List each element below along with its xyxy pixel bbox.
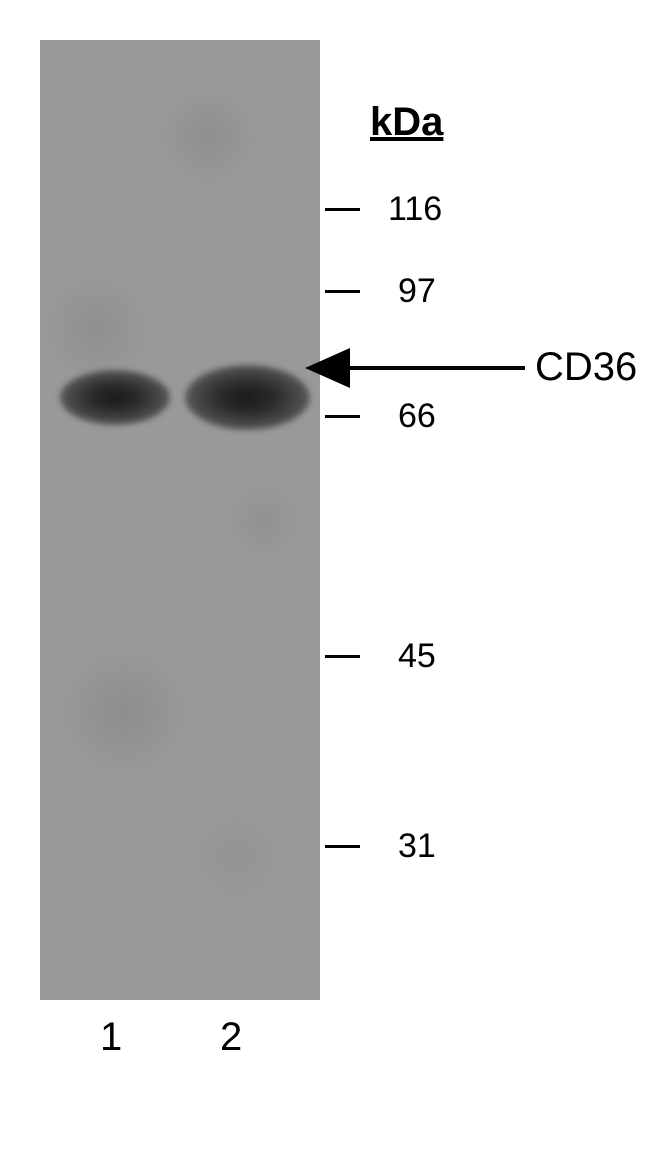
marker-label-31: 31	[398, 827, 436, 866]
marker-label-116: 116	[388, 190, 442, 229]
marker-tick-45	[325, 655, 360, 658]
marker-label-66: 66	[398, 397, 436, 436]
marker-label-45: 45	[398, 637, 436, 676]
protein-name-label: CD36	[535, 345, 637, 390]
marker-tick-66	[325, 415, 360, 418]
protein-arrow-line	[340, 366, 525, 370]
blot-band-lane-2	[185, 365, 310, 430]
marker-tick-116	[325, 208, 360, 211]
lane-label-2: 2	[220, 1015, 242, 1157]
lane-label-1: 1	[100, 1015, 122, 1157]
molecular-weight-unit-header: kDa	[370, 100, 443, 145]
western-blot-image	[40, 40, 320, 1000]
marker-tick-31	[325, 845, 360, 848]
marker-label-97: 97	[398, 272, 436, 311]
blot-background-texture	[40, 40, 320, 1000]
marker-tick-97	[325, 290, 360, 293]
blot-band-lane-1	[60, 370, 170, 425]
